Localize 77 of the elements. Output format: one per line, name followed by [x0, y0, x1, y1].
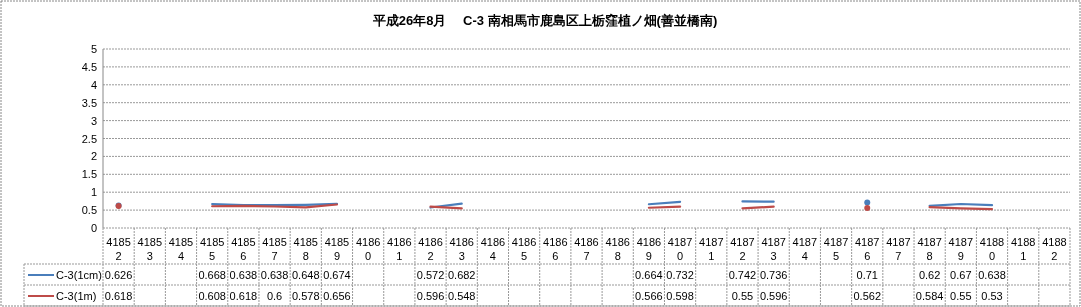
x-tick-label: 41869: [636, 236, 662, 262]
y-tick-label: 1.5: [81, 168, 97, 181]
x-tick-label: 41881: [1010, 236, 1036, 262]
data-label: 0.55: [950, 290, 972, 302]
x-tick-label: 41882: [1042, 236, 1067, 262]
data-label: 0.618: [104, 290, 133, 302]
data-label: 0.598: [666, 290, 694, 302]
x-tick-label: 41863: [449, 236, 474, 262]
data-label: 0.674: [323, 269, 351, 281]
data-label: 0.548: [447, 290, 476, 302]
x-tick-label: 41862: [418, 236, 443, 262]
data-label: 0.668: [198, 269, 226, 281]
y-tick-label: 2.5: [81, 132, 97, 145]
data-label: 0.53: [981, 290, 1003, 302]
data-label: 0.732: [666, 269, 694, 281]
x-tick-label: 41878: [917, 236, 942, 262]
x-tick-label: 41857: [262, 236, 287, 262]
x-tick-label: 41853: [137, 236, 163, 262]
legend-label: C-3(1m): [56, 290, 97, 302]
data-label: 0.596: [416, 290, 445, 302]
data-label: 0.62: [918, 269, 941, 281]
x-tick-label: 41865: [511, 236, 537, 262]
x-tick-label: 41876: [855, 236, 880, 262]
chart-title: 平成26年8月 C-3 南相馬市鹿島区上栃窪植ノ畑(善並橋南): [371, 13, 718, 28]
y-tick-label: 4.5: [81, 60, 97, 73]
x-tick-label: 41873: [761, 236, 786, 262]
x-tick-label: 41864: [480, 236, 506, 262]
data-label: 0.682: [447, 269, 476, 281]
x-tick-label: 41856: [231, 236, 256, 262]
x-tick-label: 41860: [355, 236, 381, 262]
data-label: 0.55: [731, 290, 754, 302]
x-tick-label: 41879: [948, 236, 974, 262]
x-tick-label: 41877: [886, 236, 911, 262]
y-tick-label: 2: [90, 150, 97, 163]
y-tick-label: 4: [90, 78, 97, 91]
data-label: 0.648: [291, 269, 320, 281]
y-tick-label: 3: [90, 114, 97, 127]
x-tick-label: 41852: [106, 236, 131, 262]
data-label: 0.71: [856, 269, 878, 281]
data-label: 0.596: [759, 290, 788, 302]
x-tick-label: 41861: [387, 236, 412, 262]
x-tick-label: 41867: [574, 236, 599, 262]
x-tick-label: 41871: [699, 236, 724, 262]
data-label: 0.562: [853, 290, 882, 302]
data-label: 0.67: [950, 269, 972, 281]
data-label: 0.736: [759, 269, 788, 281]
x-tick-label: 41868: [605, 236, 630, 262]
data-label: 0.626: [104, 269, 133, 281]
x-tick-label: 41872: [730, 236, 755, 262]
x-tick-label: 41855: [199, 236, 225, 262]
data-label: 0.742: [728, 269, 757, 281]
data-label: 0.618: [229, 290, 258, 302]
data-label: 0.584: [915, 290, 944, 302]
x-tick-label: 41874: [792, 236, 818, 262]
data-label: 0.638: [229, 269, 258, 281]
data-label: 0.638: [978, 269, 1006, 281]
y-tick-label: 3.5: [81, 96, 97, 109]
x-tick-label: 41854: [168, 236, 194, 262]
data-label: 0.608: [198, 290, 226, 302]
x-tick-label: 41880: [979, 236, 1005, 262]
data-label: 0.578: [291, 290, 320, 302]
legend-label: C-3(1cm): [56, 269, 102, 281]
data-label: 0.572: [416, 269, 445, 281]
x-tick-label: 41870: [667, 236, 693, 262]
x-tick-label: 41866: [543, 236, 568, 262]
data-label: 0.638: [260, 269, 289, 281]
y-tick-label: 0.5: [81, 204, 97, 217]
x-tick-label: 41875: [823, 236, 849, 262]
y-tick-label: 0: [90, 222, 97, 234]
x-tick-label: 41859: [324, 236, 350, 262]
data-label: 0.6: [266, 290, 283, 302]
data-label: 0.656: [323, 290, 351, 302]
x-tick-label: 41858: [293, 236, 318, 262]
y-tick-label: 5: [90, 43, 97, 55]
y-tick-label: 1: [90, 186, 97, 199]
data-label: 0.664: [635, 269, 663, 281]
data-label: 0.566: [635, 290, 663, 302]
